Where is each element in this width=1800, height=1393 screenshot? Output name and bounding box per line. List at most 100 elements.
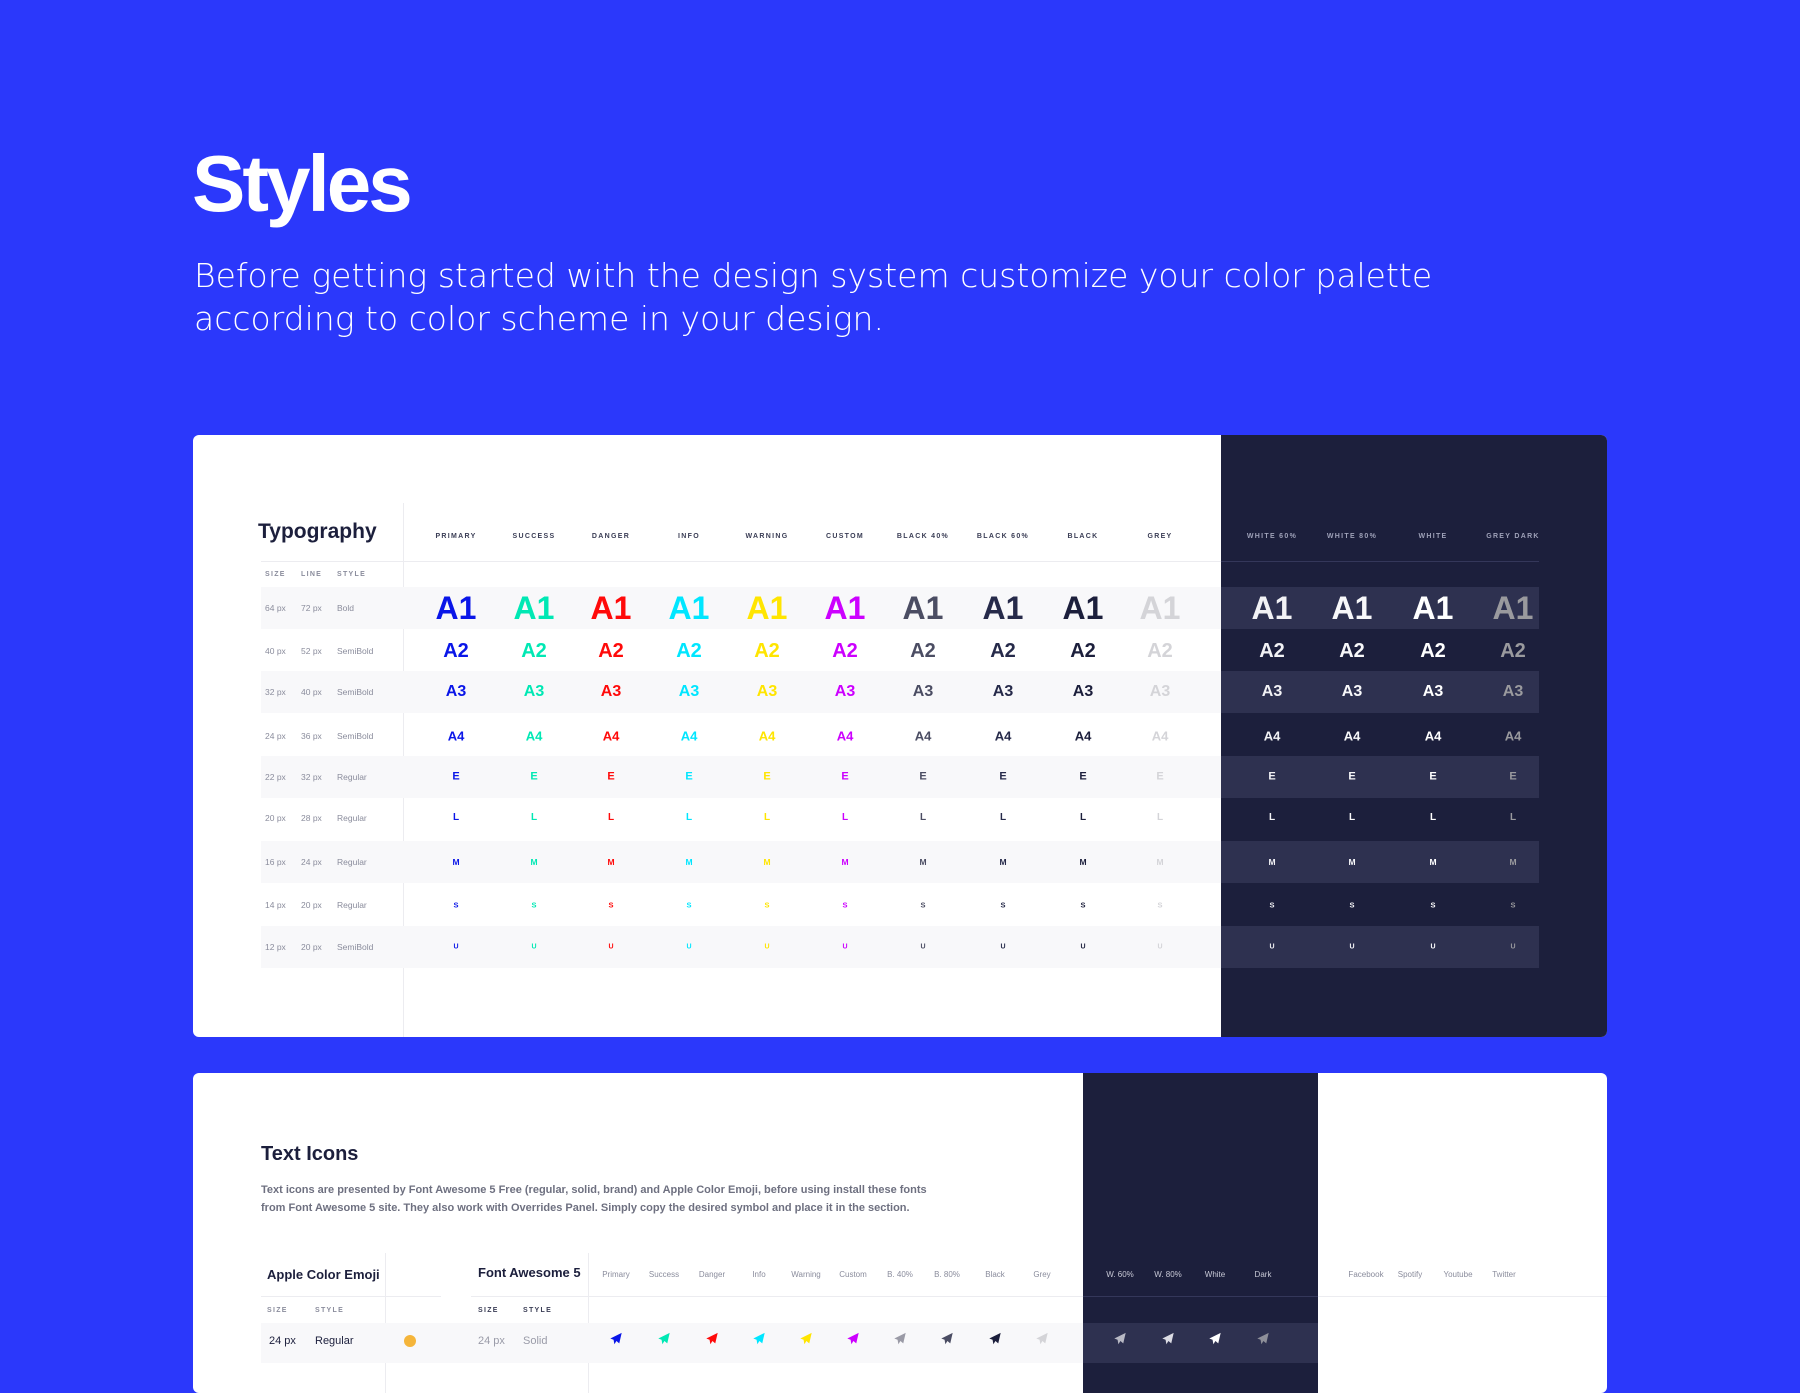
paper-plane-icon xyxy=(894,1332,907,1350)
row-line: 20 px xyxy=(301,942,322,952)
page-subtitle: Before getting started with the design s… xyxy=(194,256,1433,338)
type-sample: A4 xyxy=(1263,728,1281,744)
type-sample: E xyxy=(685,770,693,783)
type-sample: A2 xyxy=(832,640,858,662)
icon-column-header: B. 80% xyxy=(934,1270,960,1279)
type-sample: A4 xyxy=(1343,728,1361,744)
type-sample: A1 xyxy=(902,590,944,626)
row-size: 14 px xyxy=(265,900,286,910)
type-sample: L xyxy=(999,812,1007,823)
column-header: SUCCESS xyxy=(512,533,556,540)
type-sample: S xyxy=(453,900,459,910)
icon-column-header: Dark xyxy=(1254,1270,1272,1279)
type-sample: L xyxy=(530,812,538,823)
type-sample: M xyxy=(919,856,927,867)
type-sample: A2 xyxy=(1070,640,1096,662)
type-sample: A4 xyxy=(602,728,620,744)
type-sample: A3 xyxy=(1341,683,1363,700)
type-sample: E xyxy=(841,770,849,783)
column-header: GREY xyxy=(1147,533,1173,540)
brand-column-header: Youtube xyxy=(1443,1270,1473,1279)
type-sample: M xyxy=(1079,856,1087,867)
text-icons-title: Text Icons xyxy=(261,1143,359,1165)
type-sample: M xyxy=(685,856,693,867)
type-sample: A1 xyxy=(1251,590,1293,626)
type-sample: A4 xyxy=(525,728,543,744)
type-sample: S xyxy=(1269,900,1275,910)
type-sample: A3 xyxy=(678,683,700,700)
type-sample: A2 xyxy=(521,640,547,662)
icon-column-header: Grey xyxy=(1033,1270,1051,1279)
type-sample: U xyxy=(1510,943,1516,951)
paper-plane-icon xyxy=(1114,1332,1127,1350)
row-band xyxy=(261,587,1221,629)
fa-size-header: SIZE xyxy=(478,1307,499,1314)
type-sample: E xyxy=(1429,770,1437,783)
typography-title: Typography xyxy=(258,520,377,543)
type-sample: A1 xyxy=(1331,590,1373,626)
type-sample: L xyxy=(607,812,615,823)
row-line: 20 px xyxy=(301,900,322,910)
type-sample: E xyxy=(452,770,460,783)
type-sample: U xyxy=(1080,943,1086,951)
text-icons-card: Text Icons Text icons are presented by F… xyxy=(193,1073,1607,1393)
type-sample: S xyxy=(1349,900,1355,910)
text-icons-description: Text icons are presented by Font Awesome… xyxy=(261,1184,927,1214)
column-header: WARNING xyxy=(745,533,789,540)
row-band-dark xyxy=(1221,756,1539,798)
column-header: WHITE xyxy=(1418,533,1448,540)
type-sample: A4 xyxy=(1151,728,1169,744)
emoji-style: Regular xyxy=(315,1335,354,1347)
paper-plane-icon xyxy=(989,1332,1002,1350)
row-band xyxy=(261,756,1221,798)
row-style: SemiBold xyxy=(337,942,374,952)
icon-column-header: Success xyxy=(648,1270,680,1279)
type-sample: E xyxy=(530,770,538,783)
icon-column-header: Black xyxy=(985,1270,1005,1279)
row-size: 64 px xyxy=(265,603,286,613)
paper-plane-icon xyxy=(847,1332,860,1350)
row-band-dark xyxy=(1221,841,1539,883)
type-sample: A3 xyxy=(600,683,622,700)
row-size: 20 px xyxy=(265,813,286,823)
icon-column-header: B. 40% xyxy=(887,1270,913,1279)
row-style: Bold xyxy=(337,603,355,613)
column-header: WHITE 60% xyxy=(1246,533,1298,540)
type-sample: A4 xyxy=(758,728,776,744)
type-sample: U xyxy=(1269,943,1275,951)
type-sample: A2 xyxy=(1500,640,1526,662)
icon-row-dark xyxy=(1083,1323,1318,1363)
type-sample: U xyxy=(686,943,692,951)
type-sample: L xyxy=(919,812,927,823)
type-sample: A3 xyxy=(834,683,856,700)
paper-plane-icon xyxy=(1036,1332,1049,1350)
emoji-size-header: SIZE xyxy=(267,1307,288,1314)
type-sample: A2 xyxy=(1147,640,1173,662)
type-sample: A1 xyxy=(982,590,1024,626)
row-band xyxy=(261,841,1221,883)
type-sample: S xyxy=(608,900,614,910)
divider xyxy=(403,561,1221,562)
type-sample: M xyxy=(1429,856,1437,867)
type-sample: L xyxy=(763,812,771,823)
brand-column-header: Facebook xyxy=(1348,1270,1384,1279)
row-size: 24 px xyxy=(265,731,286,741)
type-sample: M xyxy=(452,856,460,867)
type-sample: A2 xyxy=(676,640,702,662)
type-sample: A4 xyxy=(914,728,932,744)
type-sample: A3 xyxy=(445,683,467,700)
type-sample: M xyxy=(1348,856,1356,867)
type-sample: L xyxy=(1079,812,1087,823)
paper-plane-icon xyxy=(941,1332,954,1350)
type-sample: A3 xyxy=(1261,683,1283,700)
type-sample: S xyxy=(842,900,848,910)
icon-column-header: W. 60% xyxy=(1106,1270,1134,1279)
row-line: 40 px xyxy=(301,687,322,697)
type-sample: U xyxy=(531,943,537,951)
size-header: SIZE xyxy=(265,571,286,578)
type-sample: A1 xyxy=(1492,590,1534,626)
type-sample: A1 xyxy=(590,590,632,626)
row-size: 22 px xyxy=(265,772,286,782)
row-style: Regular xyxy=(337,857,367,867)
type-sample: L xyxy=(1156,812,1164,823)
